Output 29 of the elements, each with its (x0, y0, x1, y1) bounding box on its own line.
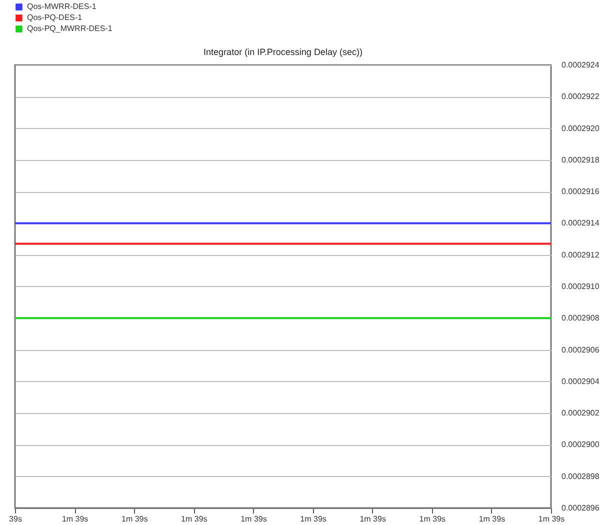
x-tick-label: 1m 39s (419, 514, 446, 524)
x-tick-label: 1m 39s (300, 514, 326, 524)
y-tick-label: 0.0002922 (562, 92, 600, 102)
y-tick-label: 0.0002900 (562, 440, 600, 450)
x-tick-label: 1m 39s (62, 514, 88, 524)
y-tick-label: 0.0002920 (562, 124, 600, 133)
y-tick-label: 0.0002912 (562, 250, 600, 260)
y-tick-label: 0.0002924 (562, 60, 600, 70)
y-tick-label: 0.0002906 (562, 345, 600, 354)
legend-label: Qos-PQ_MWRR-DES-1 (27, 24, 113, 33)
y-tick-label: 0.0002916 (562, 187, 600, 196)
chart-title: Integrator (in IP.Processing Delay (sec)) (204, 47, 362, 57)
y-tick-label: 0.0002898 (562, 472, 600, 481)
y-tick-label: 0.0002918 (562, 155, 600, 164)
y-tick-label: 0.0002896 (562, 504, 600, 512)
x-tick-label: 1m 39s (538, 514, 565, 524)
x-tick-label: 1m 39s (121, 514, 148, 524)
x-tick-label: 1m 39s (478, 514, 506, 524)
y-tick-label: 0.0002908 (562, 314, 600, 323)
legend-label: Qos-PQ-DES-1 (27, 13, 83, 22)
x-tick-label: 39s (9, 514, 22, 524)
y-tick-label: 0.0002914 (562, 218, 600, 228)
legend-label: Qos-MWRR-DES-1 (27, 2, 97, 11)
y-tick-label: 0.0002902 (562, 408, 600, 418)
y-tick-label: 0.0002904 (562, 376, 600, 386)
x-tick-label: 1m 39s (360, 514, 386, 524)
y-tick-label: 0.0002910 (562, 282, 600, 291)
x-tick-label: 1m 39s (181, 514, 208, 524)
x-tick-label: 1m 39s (240, 514, 267, 524)
